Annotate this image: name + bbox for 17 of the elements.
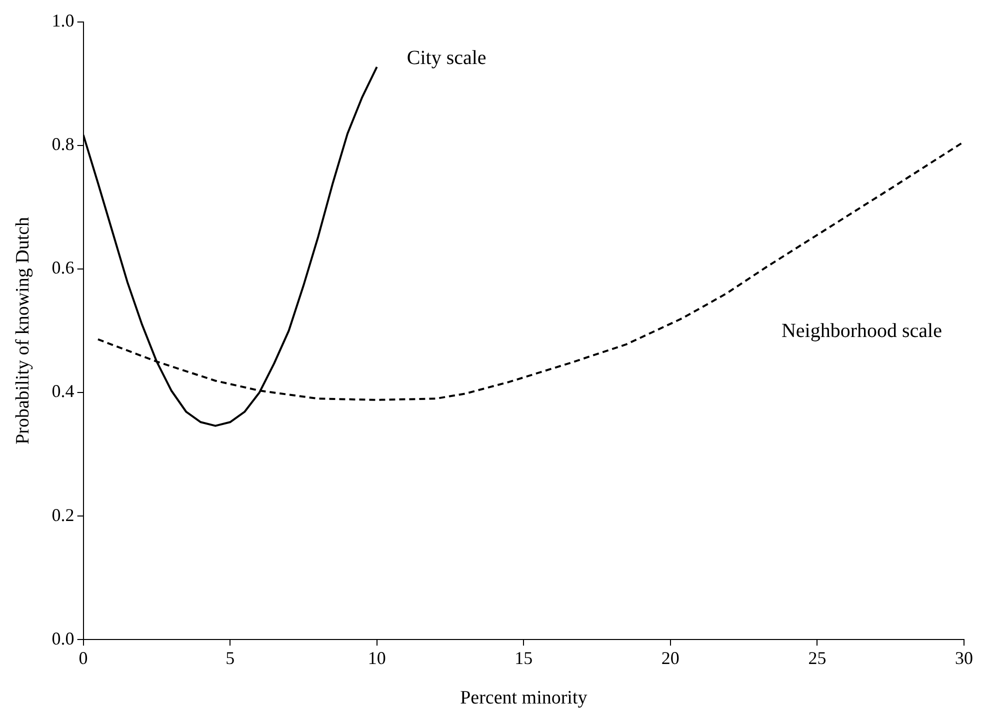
y-tick-label: 0.4 [52,381,74,402]
y-tick-label: 0.6 [52,258,74,278]
x-tick-label: 5 [226,648,235,668]
x-tick-label: 10 [368,648,386,668]
x-tick-label: 0 [78,648,88,668]
y-tick-label: 0.8 [52,134,74,154]
x-axis-title: Percent minority [460,688,588,709]
x-tick-label: 30 [955,648,973,668]
series-label: City scale [406,47,486,70]
y-tick-label: 0.2 [52,504,74,525]
text: Neighborhood scale [781,320,942,342]
x-tick-label: 15 [514,648,533,668]
y-tick-label: 1.0 [52,10,74,31]
x-tick-label: 20 [661,648,680,668]
y-axis-title: Probability of knowing Dutch [12,216,34,444]
x-tick-label: 25 [808,648,826,668]
y-tick-label: 0.0 [52,628,74,648]
